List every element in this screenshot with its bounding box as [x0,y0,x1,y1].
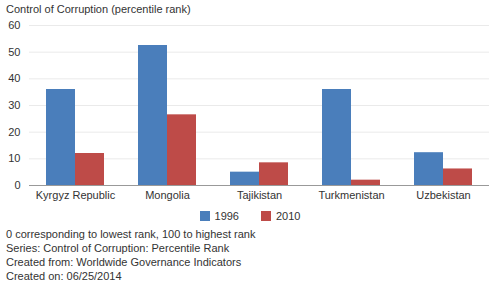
svg-text:Uzbekistan: Uzbekistan [416,189,470,201]
svg-text:20: 20 [8,126,20,138]
svg-text:40: 40 [8,72,20,84]
html-text:1996: 1996 [214,210,239,222]
html-text:0 corresponding to lowest rank: 0 corresponding to lowest rank, 100 to h… [6,228,256,240]
svg-text:50: 50 [8,46,20,58]
svg-text:0: 0 [14,179,20,191]
html-text:Created from: Worldwide Govern: Created from: Worldwide Governance Indic… [6,256,242,268]
svg-text:Mongolia: Mongolia [145,189,191,201]
svg-text:30: 30 [8,99,20,111]
html-text:Series: Control of Corruption:: Series: Control of Corruption: Percentil… [6,242,230,254]
html-text:Created on: 06/25/2014: Created on: 06/25/2014 [6,270,122,282]
svg-text:10: 10 [8,152,20,164]
html-text:2010: 2010 [276,210,301,222]
svg-text:Turkmenistan: Turkmenistan [318,189,384,201]
svg-text:Kyrgyz Republic: Kyrgyz Republic [36,189,116,201]
html-text:Control of Corruption (percent: Control of Corruption (percentile rank) [6,3,191,15]
svg-text:Tajikistan: Tajikistan [237,189,282,201]
svg-text:60: 60 [8,19,20,31]
